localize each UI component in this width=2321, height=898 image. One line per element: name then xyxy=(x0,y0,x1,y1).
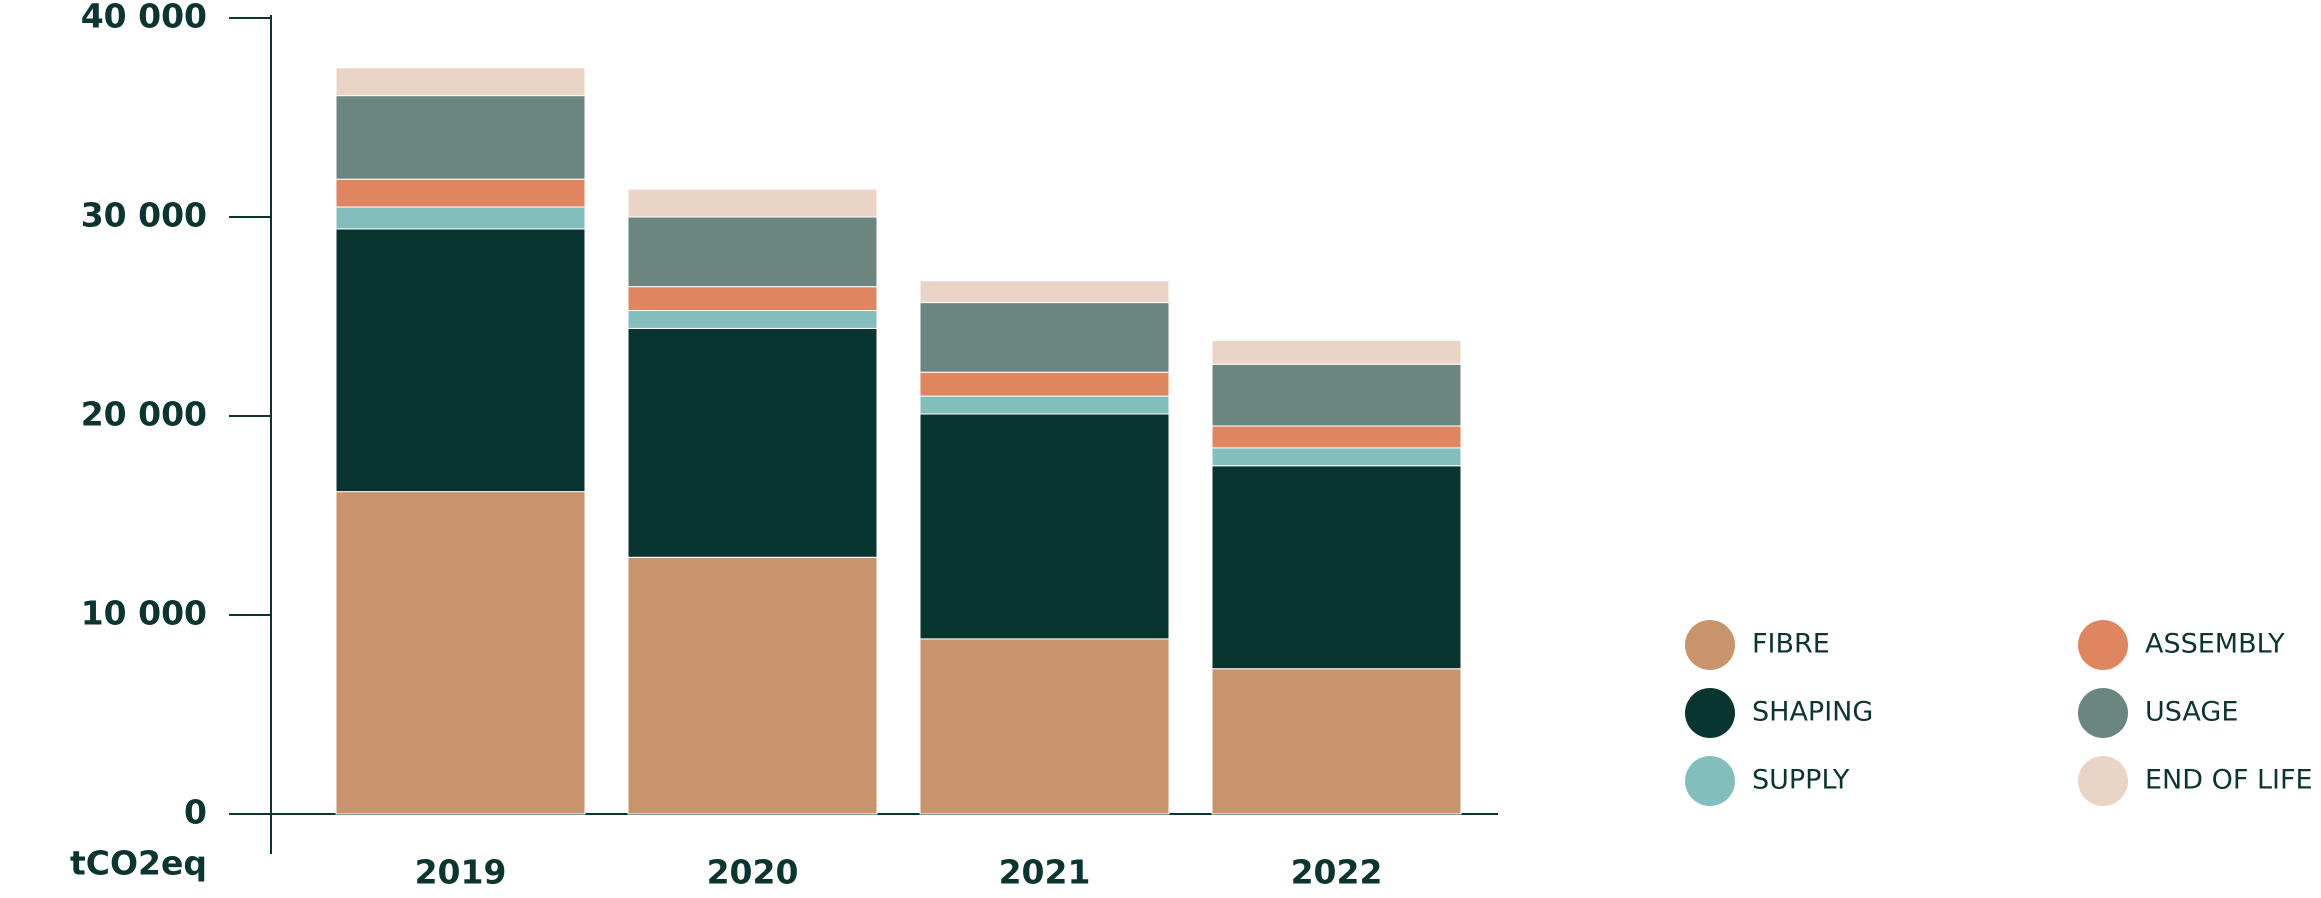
legend-swatch xyxy=(1685,620,1735,670)
bar-segment xyxy=(1211,363,1462,427)
bar-segment xyxy=(919,371,1170,397)
legend-swatch xyxy=(1685,688,1735,738)
legend-label: USAGE xyxy=(2145,697,2238,728)
y-tick-label: 30 000 xyxy=(81,196,207,235)
bar-segment xyxy=(627,310,878,329)
bar-segment xyxy=(627,327,878,558)
bar-segment xyxy=(1211,425,1462,449)
legend-label: SHAPING xyxy=(1752,697,1873,728)
legend-swatch xyxy=(2078,688,2128,738)
bar-segment xyxy=(627,188,878,218)
bar-segment xyxy=(335,178,586,208)
bar-segment xyxy=(335,228,586,493)
y-tick-label: 20 000 xyxy=(81,395,207,434)
bar-segment xyxy=(1211,465,1462,670)
legend-label: SUPPLY xyxy=(1752,765,1850,796)
legend-swatch xyxy=(2078,756,2128,806)
y-axis-label: tCO2eq xyxy=(70,844,207,883)
x-tick-label: 2021 xyxy=(999,853,1091,892)
bar-segment xyxy=(627,286,878,312)
bar-segment xyxy=(1211,339,1462,365)
legend-label: ASSEMBLY xyxy=(2145,629,2285,660)
bar-segment xyxy=(335,95,586,180)
bar-segment xyxy=(919,395,1170,415)
bar-segment xyxy=(919,280,1170,304)
bar-segment xyxy=(627,216,878,288)
y-tick-label: 10 000 xyxy=(81,594,207,633)
bar-segment xyxy=(919,638,1170,815)
bar-segment xyxy=(919,302,1170,373)
bar-segment xyxy=(335,491,586,815)
bar-segment xyxy=(335,67,586,97)
bar-segment xyxy=(335,206,586,230)
x-tick-label: 2019 xyxy=(415,853,507,892)
legend-swatch xyxy=(2078,620,2128,670)
y-tick-label: 0 xyxy=(184,793,207,832)
y-tick-label: 40 000 xyxy=(81,0,207,36)
bar-segment xyxy=(1211,447,1462,467)
bar-segment xyxy=(627,556,878,815)
x-tick-label: 2022 xyxy=(1291,853,1383,892)
legend-label: END OF LIFE xyxy=(2145,765,2313,796)
x-tick-label: 2020 xyxy=(707,853,799,892)
legend-label: FIBRE xyxy=(1752,629,1830,660)
legend-swatch xyxy=(1685,756,1735,806)
bar-segment xyxy=(1211,668,1462,815)
bar-segment xyxy=(919,413,1170,640)
